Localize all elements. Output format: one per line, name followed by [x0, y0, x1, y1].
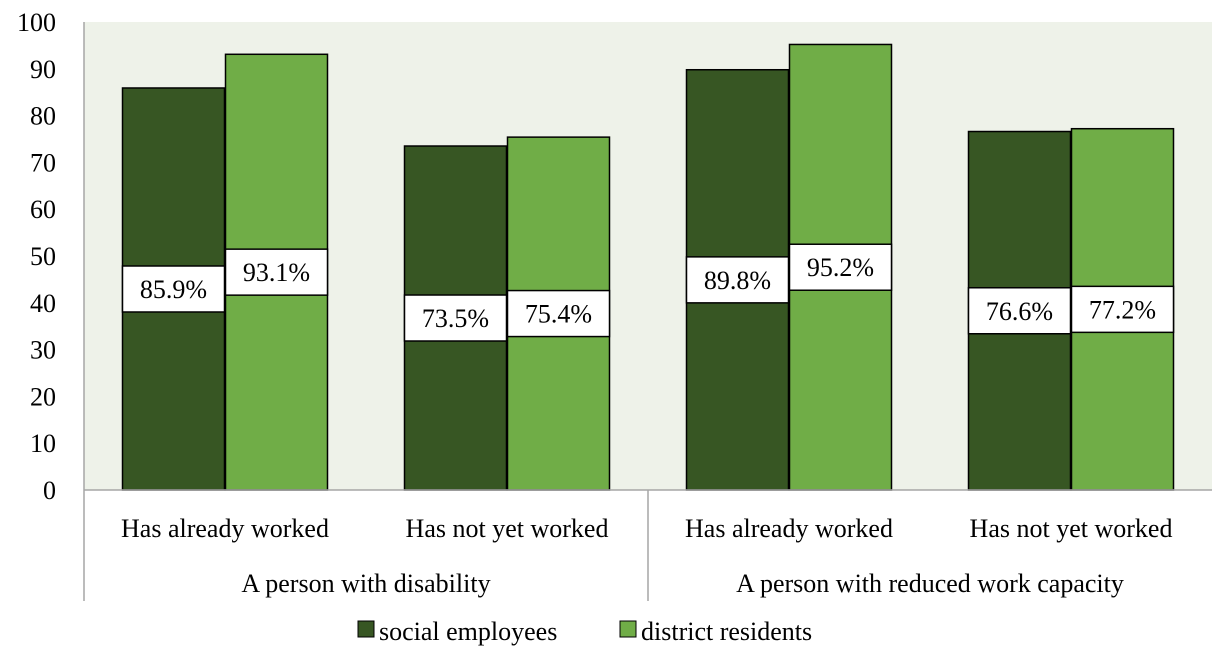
- data-label: 93.1%: [243, 258, 310, 287]
- data-label: 89.8%: [704, 266, 771, 295]
- data-label: 76.6%: [986, 297, 1053, 326]
- data-label-box: [121, 265, 226, 313]
- data-label-box: [1070, 285, 1175, 334]
- x-group-label: A person with disability: [241, 569, 490, 598]
- y-tick-label: 10: [30, 429, 56, 458]
- x-category-label: Has not yet worked: [406, 514, 609, 543]
- x-category-label: Has already worked: [685, 514, 893, 543]
- y-tick-label: 90: [30, 55, 56, 84]
- y-tick-label: 60: [30, 195, 56, 224]
- data-labels: 85.9% 93.1% 73.5% 75.4% 89.8% 95.2% 76.6% 77.2%: [121, 243, 1175, 342]
- x-axis: Has already worked Has not yet worked Has …: [83, 22, 1212, 601]
- data-label: 95.2%: [807, 253, 874, 282]
- y-tick-label: 40: [30, 289, 56, 318]
- legend: social employees district residents: [357, 617, 812, 646]
- data-label-box: [224, 248, 329, 296]
- y-tick-label: 100: [17, 8, 56, 37]
- data-label: 77.2%: [1089, 295, 1156, 324]
- legend-label: district residents: [641, 617, 812, 646]
- data-label: 73.5%: [422, 304, 489, 333]
- y-axis: 0 10 20 30 40 50 60 70 80 90 100: [17, 8, 56, 505]
- y-tick-label: 70: [30, 148, 56, 177]
- x-group-label: A person with reduced work capacity: [736, 569, 1124, 598]
- data-label: 85.9%: [140, 275, 207, 304]
- data-label-box: [506, 289, 611, 338]
- legend-swatch: [357, 620, 375, 638]
- x-category-label: Has not yet worked: [970, 514, 1173, 543]
- data-label-box: [967, 287, 1072, 335]
- data-label-box: [788, 243, 893, 291]
- y-tick-label: 80: [30, 102, 56, 131]
- x-category-label: Has already worked: [121, 514, 329, 543]
- legend-swatch: [619, 620, 637, 638]
- y-tick-label: 30: [30, 336, 56, 365]
- y-tick-label: 0: [43, 476, 56, 505]
- y-tick-label: 20: [30, 382, 56, 411]
- y-tick-label: 50: [30, 242, 56, 271]
- data-label-box: [403, 294, 508, 342]
- data-label-box: [685, 256, 790, 304]
- data-label: 75.4%: [525, 300, 592, 329]
- legend-label: social employees: [379, 617, 557, 646]
